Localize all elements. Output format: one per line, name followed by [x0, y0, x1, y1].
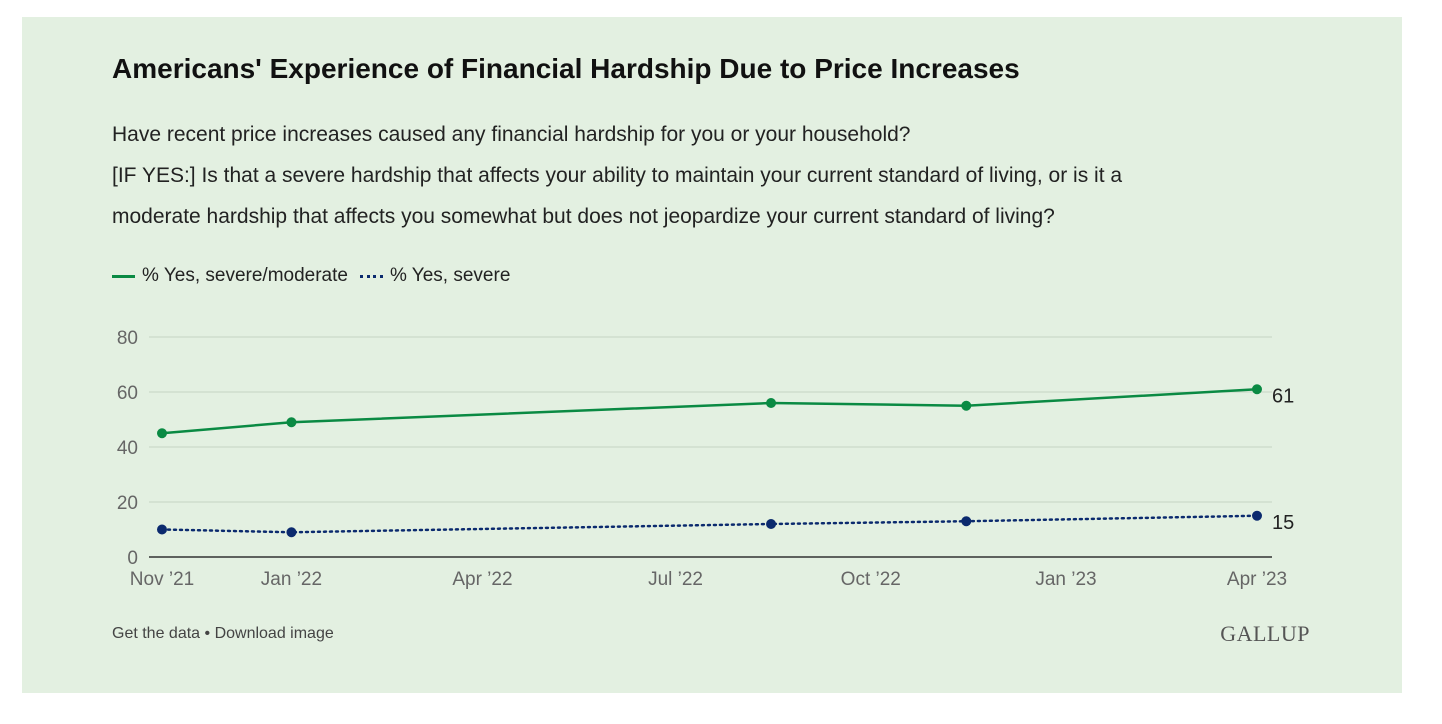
legend-label: % Yes, severe/moderate: [142, 265, 348, 286]
data-point: [1252, 510, 1262, 521]
legend-label: % Yes, severe: [389, 265, 511, 286]
question-line-3: moderate hardship that affects you somew…: [112, 205, 1055, 228]
y-tick-label: 80: [117, 328, 138, 349]
chart-card: Americans' Experience of Financial Hards…: [22, 17, 1402, 693]
data-point: [961, 516, 972, 527]
x-tick-label: Apr ’23: [1227, 569, 1287, 590]
x-tick-label: Jan ’22: [261, 569, 322, 590]
chart-legend: % Yes, severe/moderate % Yes, severe: [112, 263, 522, 289]
gallup-logo: GALLUP: [1220, 621, 1310, 646]
data-point: [286, 527, 297, 538]
chart-title: Americans' Experience of Financial Hards…: [112, 53, 1020, 84]
series-line-severe: [160, 514, 1259, 534]
footer-separator: •: [200, 625, 215, 642]
data-point: [961, 400, 972, 411]
legend-item-severe-moderate: % Yes, severe/moderate: [112, 265, 348, 287]
x-tick-label: Oct ’22: [841, 569, 901, 590]
series-line-severe-moderate: [161, 388, 1258, 435]
survey-question: Have recent price increases caused any f…: [112, 114, 1312, 237]
data-point: [1252, 384, 1262, 395]
legend-swatch-dotted: [359, 274, 383, 278]
data-point: [766, 519, 777, 529]
data-point: [157, 524, 167, 535]
x-tick-label: Nov ’21: [130, 569, 194, 590]
x-tick-label: Apr ’22: [452, 569, 512, 590]
legend-item-severe: % Yes, severe: [359, 265, 511, 287]
question-line-1: Have recent price increases caused any f…: [112, 123, 911, 146]
y-tick-label: 60: [117, 383, 138, 404]
legend-swatch-solid: [112, 274, 135, 278]
y-tick-label: 20: [117, 493, 138, 514]
get-data-link[interactable]: Get the data: [112, 625, 201, 642]
download-image-link[interactable]: Download image: [214, 625, 334, 642]
chart-footer: Get the data • Download image: [112, 625, 334, 643]
y-tick-label: 0: [127, 548, 138, 569]
data-point: [766, 398, 777, 408]
x-tick-label: Jul ’22: [648, 569, 703, 590]
x-tick-label: Jan ’23: [1035, 569, 1096, 590]
line-chart: 0 20 40 60 80 Nov ’21 Jan ’22 Apr ’22 Jul ’22 Oct…: [117, 328, 1294, 590]
y-tick-label: 40: [117, 438, 138, 459]
data-point: [286, 417, 297, 428]
end-value-label: 61: [1272, 385, 1294, 407]
end-value-label: 15: [1272, 512, 1294, 534]
question-line-2: [IF YES:] Is that a severe hardship that…: [112, 164, 1123, 187]
data-point: [157, 428, 167, 439]
